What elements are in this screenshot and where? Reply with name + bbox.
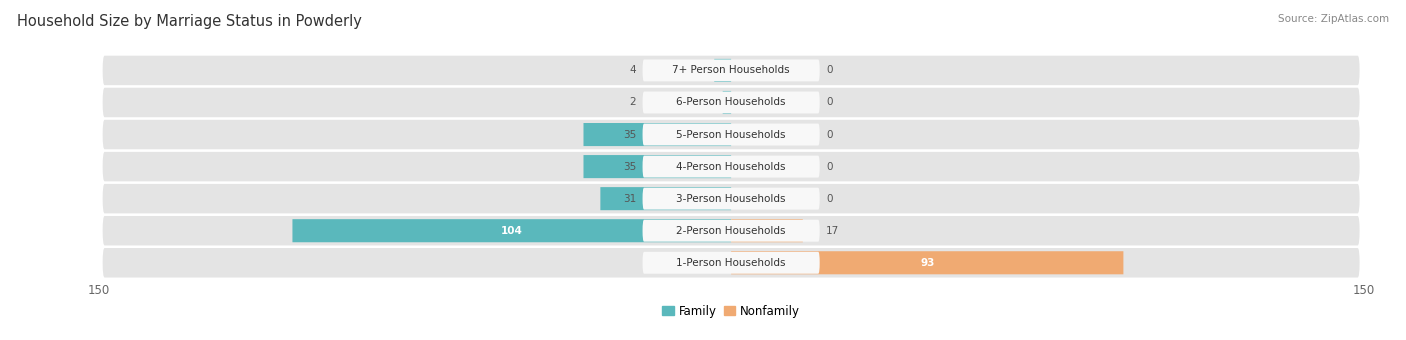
Text: 1-Person Households: 1-Person Households — [676, 258, 786, 268]
Text: 17: 17 — [825, 226, 839, 236]
Text: 5-Person Households: 5-Person Households — [676, 130, 786, 139]
Text: 0: 0 — [825, 98, 832, 107]
FancyBboxPatch shape — [643, 91, 820, 114]
Text: 6-Person Households: 6-Person Households — [676, 98, 786, 107]
Text: 104: 104 — [501, 226, 523, 236]
FancyBboxPatch shape — [103, 184, 1360, 214]
Text: 35: 35 — [623, 130, 636, 139]
FancyBboxPatch shape — [103, 248, 1360, 277]
Text: 0: 0 — [825, 130, 832, 139]
Text: 3-Person Households: 3-Person Households — [676, 194, 786, 204]
FancyBboxPatch shape — [103, 120, 1360, 149]
FancyBboxPatch shape — [643, 156, 820, 177]
FancyBboxPatch shape — [714, 59, 731, 82]
Text: 0: 0 — [825, 162, 832, 172]
Text: Source: ZipAtlas.com: Source: ZipAtlas.com — [1278, 14, 1389, 23]
Text: 4-Person Households: 4-Person Households — [676, 162, 786, 172]
Text: 0: 0 — [825, 194, 832, 204]
FancyBboxPatch shape — [103, 152, 1360, 181]
FancyBboxPatch shape — [643, 220, 820, 242]
Text: 4: 4 — [630, 65, 636, 75]
Legend: Family, Nonfamily: Family, Nonfamily — [658, 300, 804, 322]
FancyBboxPatch shape — [583, 123, 731, 146]
Text: 0: 0 — [825, 65, 832, 75]
FancyBboxPatch shape — [731, 219, 803, 242]
FancyBboxPatch shape — [103, 56, 1360, 85]
Text: 2-Person Households: 2-Person Households — [676, 226, 786, 236]
FancyBboxPatch shape — [103, 216, 1360, 245]
FancyBboxPatch shape — [643, 59, 820, 81]
Text: 35: 35 — [623, 162, 636, 172]
FancyBboxPatch shape — [103, 88, 1360, 117]
Text: Household Size by Marriage Status in Powderly: Household Size by Marriage Status in Pow… — [17, 14, 361, 29]
FancyBboxPatch shape — [643, 188, 820, 210]
FancyBboxPatch shape — [292, 219, 731, 242]
Text: 31: 31 — [623, 194, 636, 204]
FancyBboxPatch shape — [723, 91, 731, 114]
FancyBboxPatch shape — [643, 252, 820, 274]
FancyBboxPatch shape — [600, 187, 731, 210]
FancyBboxPatch shape — [583, 155, 731, 178]
Text: 7+ Person Households: 7+ Person Households — [672, 65, 790, 75]
FancyBboxPatch shape — [643, 123, 820, 146]
FancyBboxPatch shape — [731, 251, 1123, 274]
Text: 2: 2 — [630, 98, 636, 107]
Text: 93: 93 — [920, 258, 935, 268]
